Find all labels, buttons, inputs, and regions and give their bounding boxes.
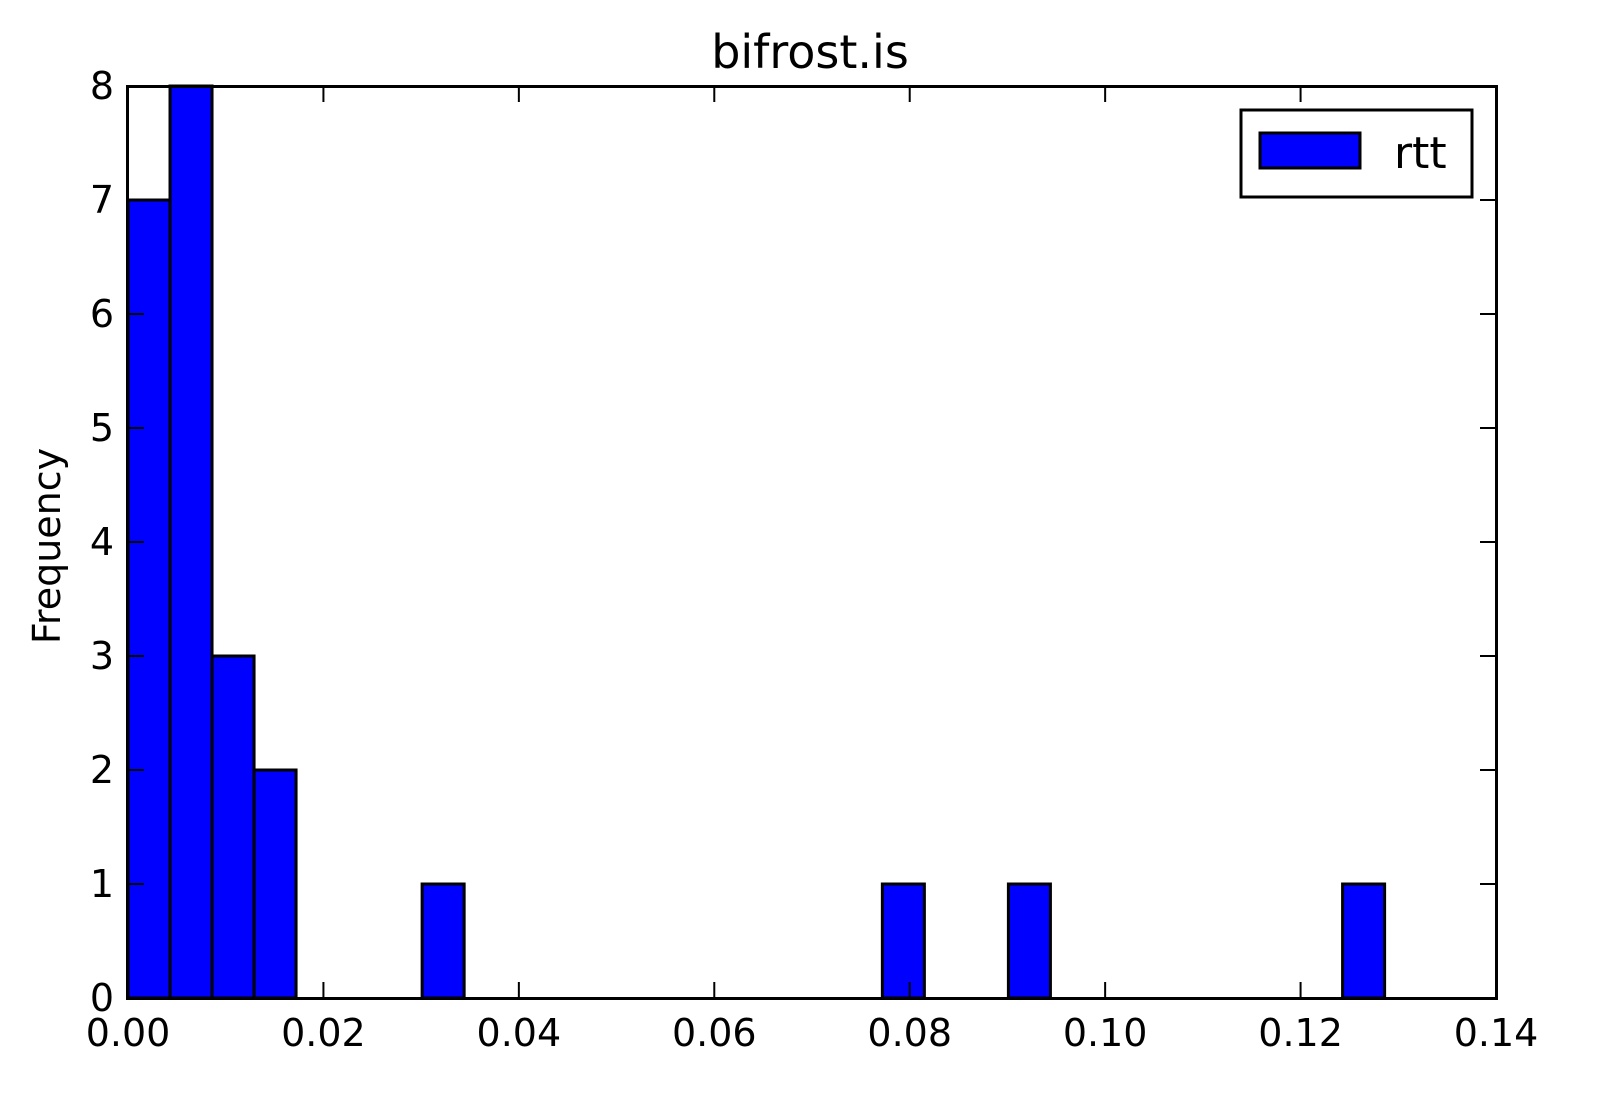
ticks-layer: 0.00 0.02 0.04 0.06 0.08 0.10 0.12 0.14 0 1 2 3 4 5 6 7… bbox=[86, 64, 1539, 1055]
histogram-bar-0 bbox=[126, 198, 172, 1000]
y-tick-label: 6 bbox=[90, 292, 114, 336]
plot-frame bbox=[126, 85, 1498, 1000]
x-tick-label: 0.14 bbox=[1454, 1011, 1539, 1055]
y-tick-label: 4 bbox=[90, 520, 114, 564]
histogram-bar-4 bbox=[420, 882, 466, 1000]
y-tick-label: 5 bbox=[90, 406, 114, 450]
chart-title: bifrost.is bbox=[711, 25, 909, 79]
x-tick-label: 0.04 bbox=[477, 1011, 562, 1055]
y-axis-title: Frequency bbox=[25, 448, 69, 644]
histogram-bar-6 bbox=[1006, 882, 1052, 1000]
x-tick-label: 0.12 bbox=[1258, 1011, 1343, 1055]
bars-layer bbox=[126, 84, 1387, 1000]
legend: rtt bbox=[1239, 108, 1474, 199]
y-tick-label: 7 bbox=[90, 178, 114, 222]
x-tick-label: 0.00 bbox=[86, 1011, 171, 1055]
histogram-bar-7 bbox=[1341, 882, 1387, 1000]
x-tick-label: 0.02 bbox=[281, 1011, 366, 1055]
x-tick-label: 0.10 bbox=[1063, 1011, 1148, 1055]
y-tick-label: 2 bbox=[90, 748, 114, 792]
y-tick-label: 1 bbox=[90, 862, 114, 906]
legend-swatch-rtt bbox=[1258, 131, 1362, 170]
x-tick-label: 0.08 bbox=[867, 1011, 952, 1055]
y-tick-label: 8 bbox=[90, 64, 114, 108]
histogram-bar-5 bbox=[880, 882, 926, 1000]
histogram-bar-3 bbox=[252, 768, 298, 1000]
legend-label-rtt: rtt bbox=[1394, 128, 1447, 179]
x-tick-label: 0.06 bbox=[672, 1011, 757, 1055]
histogram-bar-1 bbox=[168, 84, 214, 1000]
y-tick-label: 3 bbox=[90, 634, 114, 678]
histogram-bar-2 bbox=[210, 654, 256, 1000]
y-tick-label: 0 bbox=[90, 976, 114, 1020]
